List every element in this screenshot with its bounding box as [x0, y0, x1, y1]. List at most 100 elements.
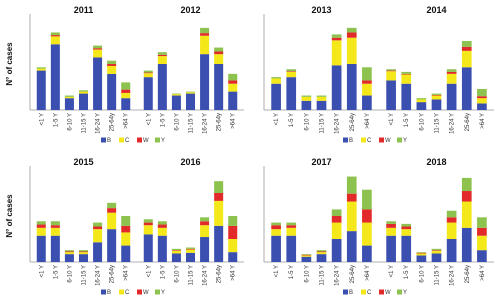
x-tick-label: 1-5 Y — [404, 265, 410, 279]
x-tick-label: >64 Y — [124, 265, 130, 281]
bar-segment — [121, 225, 131, 233]
bar-segment — [214, 64, 224, 110]
bar-segment — [93, 229, 103, 243]
bar-segment — [93, 242, 103, 262]
legend-label: W — [385, 138, 391, 144]
bar-segment — [362, 222, 372, 246]
bar-segment — [461, 67, 472, 110]
bar-segment — [461, 46, 472, 51]
bar-segment — [157, 224, 167, 228]
bar-segment — [271, 78, 281, 84]
bar-segment — [185, 93, 196, 110]
legend-swatch — [101, 137, 106, 143]
bar-segment — [461, 201, 472, 228]
bar-segment — [431, 95, 442, 100]
bar-segment — [121, 98, 131, 110]
group-title: 2012 — [180, 5, 200, 15]
bar-segment — [143, 70, 153, 73]
bar-segment — [64, 251, 74, 253]
x-tick-label: >64 Y — [365, 265, 371, 281]
bar-segment — [461, 177, 472, 192]
bar-segment — [171, 250, 181, 254]
bar-segment — [228, 73, 238, 81]
x-tick-label: >64 Y — [480, 113, 486, 129]
x-tick-label: 6-10 Y — [304, 113, 310, 131]
bar-segment — [50, 44, 60, 110]
bar-segment — [121, 92, 131, 99]
x-tick-label: 16-24 Y — [96, 265, 102, 286]
bar-segment — [446, 83, 457, 110]
bar-segment — [446, 210, 457, 218]
bar-segment — [228, 252, 238, 262]
bar-segment — [301, 254, 312, 256]
x-tick-label: >64 Y — [231, 265, 237, 281]
bar-segment — [214, 193, 224, 201]
x-tick-label: 1-5 Y — [53, 265, 59, 279]
bar-segment — [286, 222, 297, 226]
bar-segment — [386, 235, 396, 262]
bar-segment — [93, 57, 103, 110]
bar-segment — [416, 255, 427, 262]
bar-segment — [346, 176, 357, 194]
bar-segment — [228, 239, 238, 253]
bar-segment — [431, 94, 442, 96]
bar-segment — [331, 65, 342, 110]
group-title: 2017 — [311, 157, 331, 167]
legend-label: C — [125, 138, 130, 144]
bar-segment — [331, 40, 342, 66]
x-tick-label: <1 Y — [39, 265, 45, 277]
bar-segment — [64, 98, 74, 110]
bar-segment — [36, 235, 46, 262]
x-tick-label: 25-64y — [110, 265, 116, 283]
x-tick-label: 25-64y — [350, 265, 356, 283]
legend-label: W — [385, 290, 391, 296]
bar-segment — [386, 221, 396, 224]
bar-segment — [214, 47, 224, 52]
x-tick-label: <1 Y — [146, 265, 152, 277]
bar-segment — [316, 251, 327, 253]
bar-segment — [301, 255, 312, 257]
group-title: 2018 — [426, 157, 446, 167]
bar-segment — [271, 235, 281, 262]
bar-segment — [416, 253, 427, 256]
bar-segment — [171, 248, 181, 251]
bar-segment — [36, 68, 46, 71]
legend-label: C — [367, 138, 372, 144]
bar-segment — [301, 95, 312, 97]
x-tick-label: 1-5 Y — [289, 265, 295, 279]
x-tick-label: 1-5 Y — [289, 113, 295, 127]
bar-segment — [185, 248, 196, 250]
legend-swatch — [155, 289, 160, 295]
bar-segment — [401, 229, 412, 236]
bar-segment — [286, 69, 297, 72]
bar-segment — [107, 60, 117, 64]
x-tick-label: >64 Y — [231, 113, 237, 129]
bar-segment — [316, 96, 327, 101]
bar-segment — [157, 56, 167, 64]
bar-segment — [461, 41, 472, 47]
bar-segment — [143, 72, 153, 74]
x-tick-label: 1-5 Y — [160, 113, 166, 127]
bar-segment — [36, 67, 46, 69]
bar-segment — [121, 82, 131, 90]
bar-segment — [362, 245, 372, 262]
x-tick-label: 6-10 Y — [174, 265, 180, 283]
legend-label: B — [349, 290, 353, 296]
bar-segment — [143, 77, 153, 110]
legend-label: Y — [161, 290, 165, 296]
x-tick-label: 1-5 Y — [404, 113, 410, 127]
bar-segment — [36, 70, 46, 110]
x-tick-label: >64 Y — [124, 113, 130, 129]
bar-segment — [36, 227, 46, 236]
bar-segment — [477, 227, 487, 236]
bar-segment — [446, 222, 457, 239]
bar-segment — [401, 74, 412, 84]
bar-segment — [171, 250, 181, 251]
y-axis-label: N° of cases — [5, 42, 14, 86]
bar-segment — [200, 225, 210, 238]
bar-segment — [446, 217, 457, 223]
x-tick-label: <1 Y — [39, 113, 45, 125]
bar-segment — [121, 216, 131, 226]
bar-segment — [271, 83, 281, 110]
